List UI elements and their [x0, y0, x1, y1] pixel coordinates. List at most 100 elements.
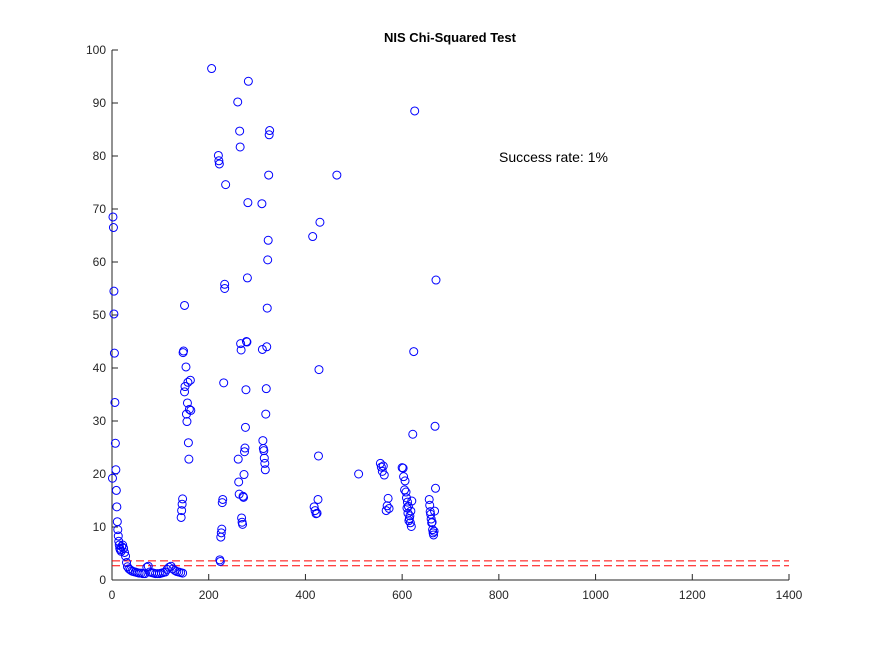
- data-point: [243, 76, 253, 86]
- data-point: [176, 512, 186, 522]
- y-tick-label: 60: [93, 255, 107, 269]
- data-point: [180, 300, 190, 310]
- data-point: [220, 279, 230, 289]
- data-point: [406, 506, 416, 516]
- data-point: [235, 126, 245, 136]
- data-point: [185, 375, 195, 385]
- data-point: [265, 126, 275, 136]
- data-point: [238, 519, 248, 529]
- y-tick-label: 40: [93, 361, 107, 375]
- data-point: [107, 473, 117, 483]
- x-tick-label: 200: [199, 588, 219, 602]
- data-point: [315, 217, 325, 227]
- data-point: [235, 142, 245, 152]
- data-point: [184, 454, 194, 464]
- data-point: [214, 156, 224, 166]
- data-point: [428, 525, 438, 535]
- data-point: [182, 398, 192, 408]
- data-point: [403, 508, 413, 518]
- data-point: [239, 492, 249, 502]
- data-point: [183, 377, 193, 387]
- data-point: [236, 339, 246, 349]
- data-point: [110, 397, 120, 407]
- y-tick-label: 90: [93, 96, 107, 110]
- data-point: [111, 465, 121, 475]
- data-point: [384, 503, 394, 513]
- data-point: [121, 551, 131, 561]
- data-point: [262, 303, 272, 313]
- data-point: [378, 461, 388, 471]
- data-point: [239, 447, 249, 457]
- y-tick-label: 80: [93, 149, 107, 163]
- data-point: [427, 517, 437, 527]
- data-point: [117, 542, 127, 552]
- data-point: [109, 309, 119, 319]
- data-point: [261, 409, 271, 419]
- data-point: [402, 497, 412, 507]
- data-point: [112, 502, 122, 512]
- data-point: [259, 453, 269, 463]
- data-point: [236, 345, 246, 355]
- data-point: [216, 528, 226, 538]
- data-point: [381, 506, 391, 516]
- data-points: [107, 64, 441, 579]
- data-point: [407, 496, 417, 506]
- data-point: [240, 443, 250, 453]
- data-point: [184, 404, 194, 414]
- data-point: [111, 485, 121, 495]
- data-point: [264, 170, 274, 180]
- data-point: [213, 150, 223, 160]
- y-tick-label: 0: [99, 573, 106, 587]
- data-point: [264, 130, 274, 140]
- data-point: [217, 498, 227, 508]
- data-point: [405, 511, 415, 521]
- data-point: [108, 223, 118, 233]
- data-point: [398, 463, 408, 473]
- data-point: [401, 487, 411, 497]
- data-point: [170, 565, 180, 575]
- chart-title: NIS Chi-Squared Test: [384, 30, 517, 45]
- data-point: [408, 429, 418, 439]
- x-tick-label: 800: [489, 588, 509, 602]
- data-point: [220, 284, 230, 293]
- data-point: [181, 362, 191, 372]
- data-point: [241, 385, 251, 395]
- data-point: [425, 500, 435, 510]
- data-point: [405, 518, 415, 528]
- data-point: [113, 531, 123, 541]
- threshold-lines: [112, 560, 789, 567]
- data-point: [113, 525, 123, 535]
- data-point: [221, 180, 231, 190]
- data-point: [383, 493, 393, 503]
- data-point: [240, 422, 250, 432]
- data-point: [215, 556, 225, 566]
- data-point: [431, 483, 441, 493]
- x-tick-label: 1000: [582, 588, 609, 602]
- x-tick-label: 0: [109, 588, 116, 602]
- data-point: [260, 458, 270, 468]
- data-point: [400, 476, 410, 486]
- data-point: [237, 513, 247, 523]
- data-point: [308, 232, 318, 242]
- data-point: [406, 521, 416, 531]
- data-point: [242, 273, 252, 283]
- axes: 0 200 400 600 800 1000 1200 1400 0 10 20 30 40 50 60 70…: [86, 43, 803, 602]
- data-point: [233, 454, 243, 464]
- data-point: [233, 97, 243, 107]
- data-point: [263, 255, 273, 265]
- data-point: [219, 378, 229, 388]
- data-point: [214, 159, 224, 169]
- data-point: [313, 494, 323, 504]
- data-point: [399, 472, 409, 482]
- y-tick-label: 30: [93, 414, 107, 428]
- data-point: [177, 506, 187, 516]
- data-point: [242, 337, 252, 347]
- data-point: [263, 235, 273, 245]
- data-point: [183, 438, 193, 448]
- data-point: [179, 346, 189, 356]
- data-point: [207, 64, 217, 74]
- data-point: [218, 494, 228, 504]
- y-tick-label: 10: [93, 520, 107, 534]
- data-point: [401, 493, 411, 503]
